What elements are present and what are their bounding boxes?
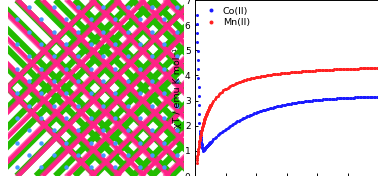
Co(II)	[199, 143, 204, 145]
Mn(II)	[367, 67, 372, 69]
Co(II)	[195, 41, 200, 43]
Co(II)	[376, 96, 378, 98]
Co(II)	[194, 14, 199, 16]
Co(II)	[221, 130, 226, 132]
Y-axis label: χT / emu K mol⁻¹: χT / emu K mol⁻¹	[173, 48, 182, 128]
Co(II)	[201, 150, 205, 152]
Co(II)	[203, 146, 208, 149]
Mn(II)	[195, 155, 200, 157]
Line: Co(II): Co(II)	[195, 14, 378, 152]
Mn(II)	[203, 116, 208, 118]
Mn(II)	[348, 68, 352, 70]
Legend: Co(II), Mn(II): Co(II), Mn(II)	[200, 5, 252, 29]
Line: Mn(II): Mn(II)	[195, 66, 378, 164]
Mn(II)	[194, 162, 199, 164]
Co(II)	[349, 97, 353, 99]
Mn(II)	[199, 129, 204, 131]
Mn(II)	[220, 90, 224, 93]
Mn(II)	[376, 67, 378, 69]
Co(II)	[369, 96, 373, 98]
